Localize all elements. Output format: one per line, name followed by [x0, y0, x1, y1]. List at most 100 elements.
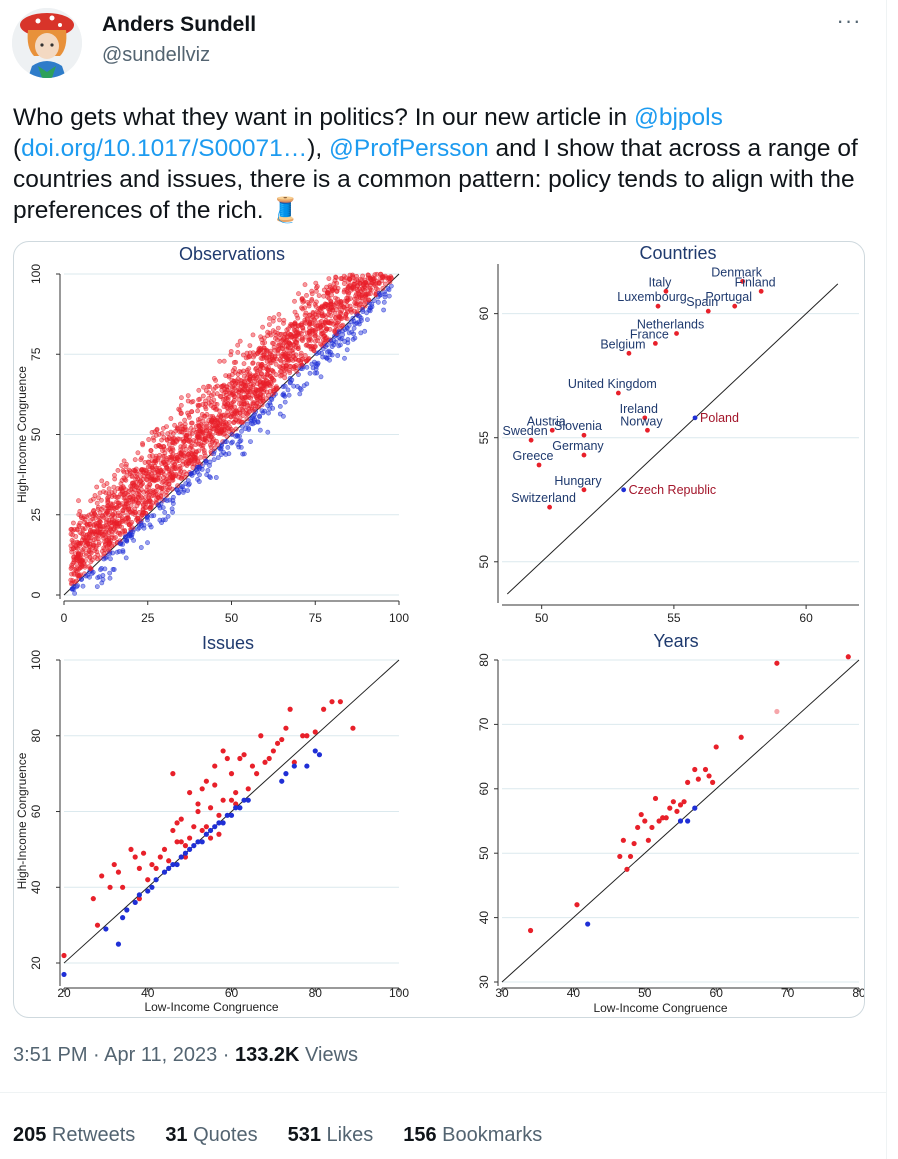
- point-red: [226, 373, 232, 378]
- author-avatar[interactable]: [12, 8, 82, 78]
- point-red: [373, 286, 379, 291]
- y-tick-label: 60: [477, 782, 491, 796]
- point-red: [277, 357, 283, 363]
- doi-link[interactable]: doi.org/10.1017/S00071…: [21, 135, 308, 162]
- point-red: [241, 752, 247, 758]
- stat-likes[interactable]: 531 Likes: [287, 1124, 374, 1146]
- stat-bookmarks[interactable]: 156 Bookmarks: [403, 1124, 543, 1146]
- point-blue: [285, 387, 291, 393]
- point-blue: [218, 446, 224, 452]
- x-tick-label: 100: [389, 986, 409, 1000]
- mention-bjpols[interactable]: @bjpols: [633, 104, 723, 131]
- point-blue: [174, 861, 180, 868]
- point-red: [106, 517, 112, 523]
- point-blue: [167, 497, 173, 503]
- point-blue: [282, 399, 288, 405]
- point-red: [105, 498, 111, 504]
- point-red: [347, 296, 353, 301]
- point-red: [203, 778, 209, 784]
- point-red: [152, 463, 158, 469]
- point-red: [212, 782, 218, 788]
- point-red: [270, 340, 275, 346]
- country-label: Germany: [552, 439, 604, 453]
- point-red: [170, 440, 175, 446]
- timestamp[interactable]: 3:51 PM · Apr 11, 2023 ·: [13, 1044, 235, 1066]
- point-blue: [331, 338, 337, 343]
- point-red: [200, 443, 206, 448]
- point-red: [344, 295, 350, 301]
- point-red: [136, 865, 142, 871]
- point-red: [68, 577, 74, 583]
- point-blue: [336, 329, 342, 334]
- point-red: [83, 558, 88, 563]
- tweet-image[interactable]: 0 25 50 75 100 0 25 50 75 100 Observations High-Inc…: [13, 241, 865, 1018]
- point-red: [178, 429, 184, 434]
- y-tick-label: 40: [29, 880, 43, 894]
- point-red: [164, 424, 169, 429]
- point-red: [173, 466, 179, 471]
- more-dots-icon[interactable]: ···: [836, 8, 862, 33]
- point-red: [114, 520, 120, 525]
- point-blue: [297, 391, 303, 397]
- point-red: [156, 431, 162, 437]
- point-red: [201, 384, 206, 390]
- point-red: [256, 387, 261, 393]
- point-red: [362, 303, 368, 309]
- point-red: [74, 561, 80, 567]
- y-tick-label: 100: [29, 264, 43, 284]
- country-point: [705, 308, 711, 314]
- point-red: [123, 504, 128, 510]
- point-red: [107, 884, 113, 890]
- y-tick-label: 40: [477, 911, 491, 925]
- point-blue: [356, 321, 362, 327]
- point-red: [170, 451, 176, 457]
- x-tick-label: 80: [852, 986, 864, 1000]
- point-red: [131, 480, 136, 486]
- country-point: [547, 504, 552, 510]
- point-red: [207, 442, 213, 448]
- country-point: [581, 432, 587, 438]
- stat-quotes[interactable]: 31 Quotes: [165, 1124, 258, 1146]
- point-red: [635, 824, 641, 831]
- point-red: [281, 353, 287, 359]
- point-red: [362, 294, 368, 300]
- point-red: [198, 422, 204, 427]
- tweet-text-part: (: [13, 135, 22, 162]
- point-red: [163, 462, 169, 468]
- point-red: [77, 530, 83, 535]
- point-red: [123, 464, 129, 469]
- point-blue: [324, 342, 330, 348]
- point-red: [321, 293, 327, 299]
- point-red: [154, 497, 159, 503]
- point-blue: [196, 479, 202, 484]
- point-blue: [174, 487, 180, 493]
- point-red: [360, 273, 365, 279]
- point-red: [96, 495, 101, 501]
- point-blue: [298, 387, 304, 392]
- point-red: [177, 465, 183, 471]
- mention-profpersson[interactable]: @ProfPersson: [329, 135, 489, 162]
- point-red: [202, 450, 207, 456]
- point-red: [125, 515, 131, 521]
- panel-title: Years: [653, 631, 698, 651]
- point-red: [228, 414, 234, 420]
- stat-retweets[interactable]: 205 Retweets: [13, 1124, 136, 1146]
- author-handle[interactable]: @sundellviz: [102, 44, 211, 66]
- point-red: [170, 431, 176, 437]
- point-red: [232, 417, 238, 423]
- point-blue: [120, 541, 125, 547]
- point-red: [527, 927, 534, 934]
- point-red: [86, 512, 92, 518]
- point-red: [83, 539, 88, 544]
- point-blue: [386, 293, 392, 299]
- point-red: [202, 413, 208, 419]
- point-red: [199, 786, 205, 792]
- point-blue: [205, 468, 211, 473]
- x-tick-label: 75: [309, 611, 323, 625]
- point-red: [313, 304, 319, 309]
- point-red: [203, 824, 209, 830]
- point-blue: [170, 501, 176, 506]
- author-name[interactable]: Anders Sundell: [102, 13, 257, 36]
- point-red: [254, 771, 260, 777]
- panel-title: Observations: [179, 244, 285, 264]
